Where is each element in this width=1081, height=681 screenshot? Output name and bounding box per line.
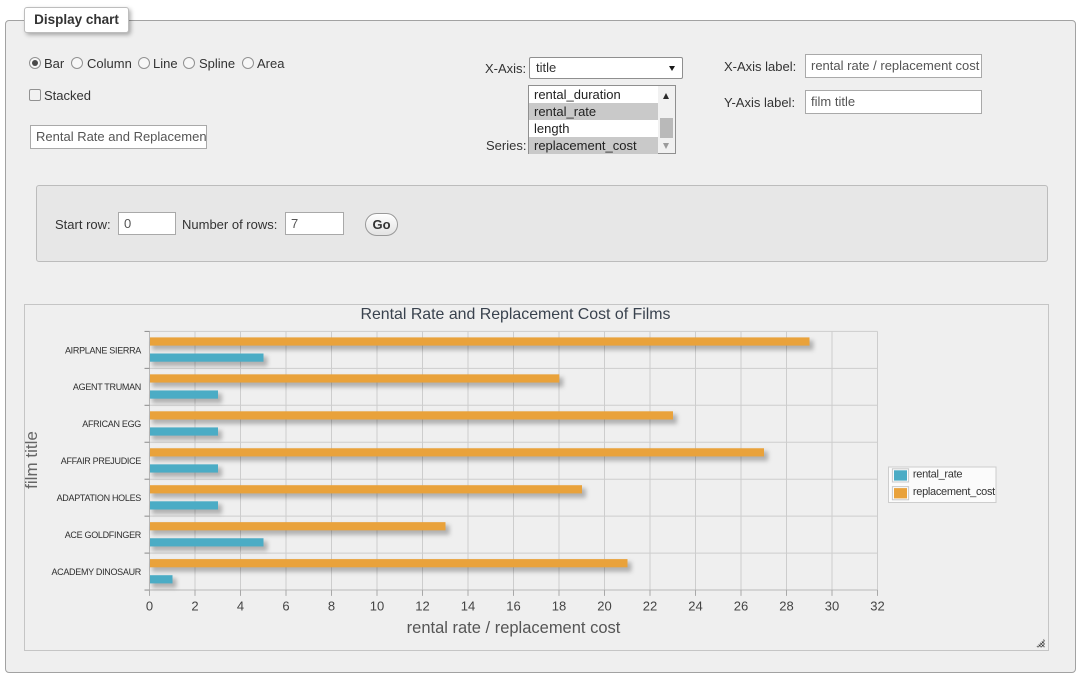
svg-text:32: 32	[870, 598, 884, 613]
svg-text:replacement_cost: replacement_cost	[913, 486, 995, 498]
svg-text:16: 16	[506, 598, 520, 613]
svg-text:ACE GOLDFINGER: ACE GOLDFINGER	[65, 530, 142, 540]
svg-text:ADAPTATION HOLES: ADAPTATION HOLES	[57, 493, 142, 503]
svg-text:30: 30	[825, 598, 839, 613]
svg-text:24: 24	[688, 598, 702, 613]
svg-text:14: 14	[461, 598, 475, 613]
svg-text:8: 8	[328, 598, 335, 613]
svg-text:28: 28	[779, 598, 793, 613]
svg-text:0: 0	[146, 598, 153, 613]
svg-text:AGENT TRUMAN: AGENT TRUMAN	[73, 382, 141, 392]
svg-text:26: 26	[734, 598, 748, 613]
svg-text:rental_rate: rental_rate	[913, 469, 962, 481]
svg-text:12: 12	[415, 598, 429, 613]
svg-text:18: 18	[552, 598, 566, 613]
svg-text:20: 20	[597, 598, 611, 613]
svg-text:rental rate / replacement cost: rental rate / replacement cost	[407, 619, 621, 637]
svg-text:4: 4	[237, 598, 244, 613]
svg-text:2: 2	[191, 598, 198, 613]
svg-text:10: 10	[370, 598, 384, 613]
svg-text:ACADEMY DINOSAUR: ACADEMY DINOSAUR	[51, 567, 141, 577]
svg-text:AIRPLANE SIERRA: AIRPLANE SIERRA	[65, 345, 141, 355]
svg-text:Rental Rate and Replacement Co: Rental Rate and Replacement Cost of Film…	[360, 306, 670, 323]
svg-text:22: 22	[643, 598, 657, 613]
svg-text:6: 6	[282, 598, 289, 613]
svg-text:AFRICAN EGG: AFRICAN EGG	[82, 419, 141, 429]
svg-text:film title: film title	[24, 431, 41, 489]
svg-text:AFFAIR PREJUDICE: AFFAIR PREJUDICE	[61, 456, 142, 466]
